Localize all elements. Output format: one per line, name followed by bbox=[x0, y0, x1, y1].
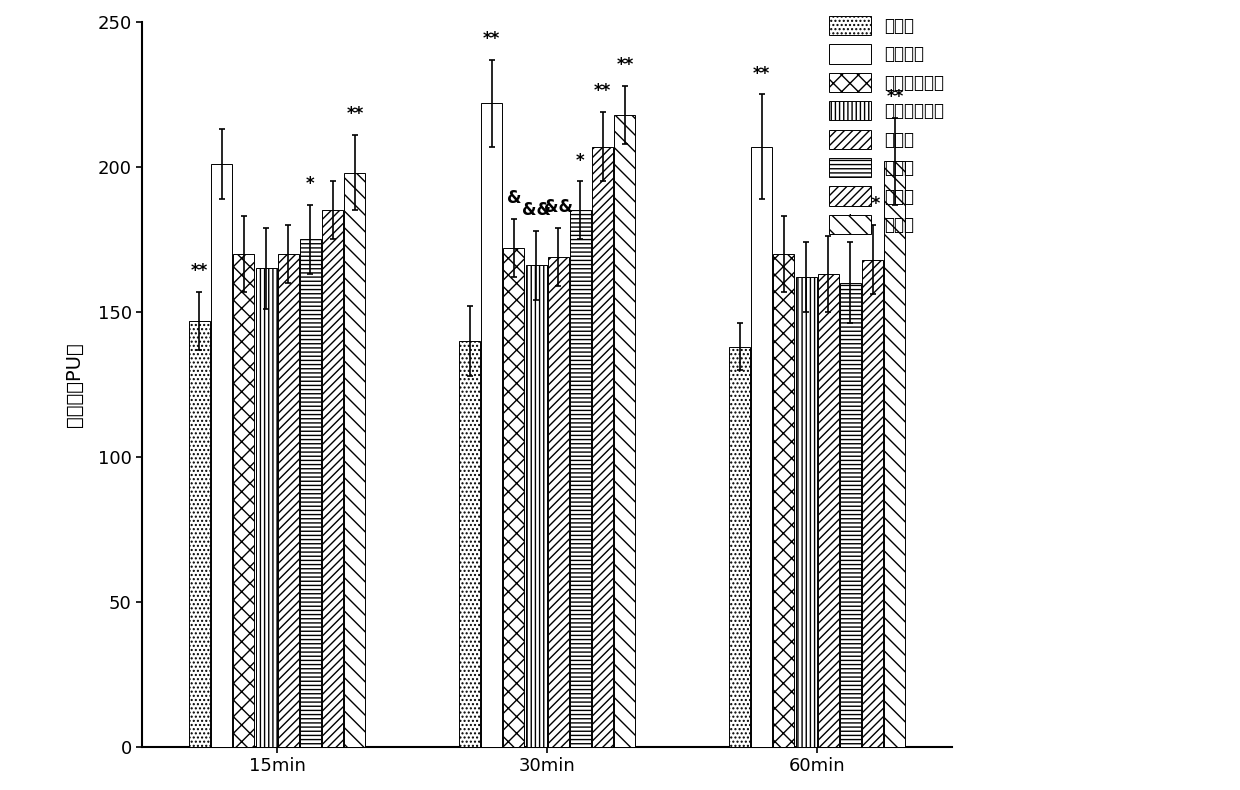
Bar bbox=[593, 147, 614, 747]
Text: *: * bbox=[306, 175, 315, 193]
Bar bbox=[300, 239, 321, 747]
Bar bbox=[839, 283, 861, 747]
Bar bbox=[526, 265, 547, 747]
Legend: 空白组, 尼莫地平, 党参总皮苷组, 洋川芎内酯组, 冰片组, 低剑量, 中剑量, 高剑量: 空白组, 尼莫地平, 党参总皮苷组, 洋川芎内酯组, 冰片组, 低剑量, 中剑量… bbox=[828, 16, 944, 234]
Bar bbox=[570, 210, 591, 747]
Bar bbox=[614, 115, 635, 747]
Bar bbox=[548, 257, 569, 747]
Text: &&: && bbox=[522, 201, 551, 219]
Text: &: & bbox=[507, 190, 521, 208]
Text: &&: && bbox=[544, 198, 573, 216]
Bar bbox=[211, 164, 232, 747]
Text: **: ** bbox=[484, 30, 500, 48]
Bar bbox=[345, 173, 366, 747]
Bar bbox=[481, 103, 502, 747]
Bar bbox=[503, 248, 525, 747]
Text: *: * bbox=[577, 152, 585, 170]
Bar bbox=[751, 147, 773, 747]
Text: **: ** bbox=[616, 56, 634, 74]
Bar bbox=[796, 277, 817, 747]
Text: **: ** bbox=[191, 262, 208, 280]
Bar bbox=[233, 254, 254, 747]
Bar bbox=[817, 274, 838, 747]
Bar bbox=[278, 254, 299, 747]
Bar bbox=[322, 210, 343, 747]
Y-axis label: 微循环（PU）: 微循环（PU） bbox=[64, 342, 83, 427]
Bar bbox=[729, 347, 750, 747]
Bar bbox=[862, 260, 883, 747]
Bar bbox=[774, 254, 795, 747]
Text: **: ** bbox=[753, 65, 770, 83]
Bar bbox=[884, 161, 905, 747]
Text: **: ** bbox=[864, 195, 882, 213]
Bar bbox=[459, 340, 480, 747]
Bar bbox=[188, 321, 210, 747]
Text: **: ** bbox=[594, 82, 611, 100]
Text: *: * bbox=[846, 213, 854, 231]
Text: **: ** bbox=[346, 105, 363, 123]
Text: **: ** bbox=[887, 88, 904, 106]
Bar bbox=[255, 269, 277, 747]
